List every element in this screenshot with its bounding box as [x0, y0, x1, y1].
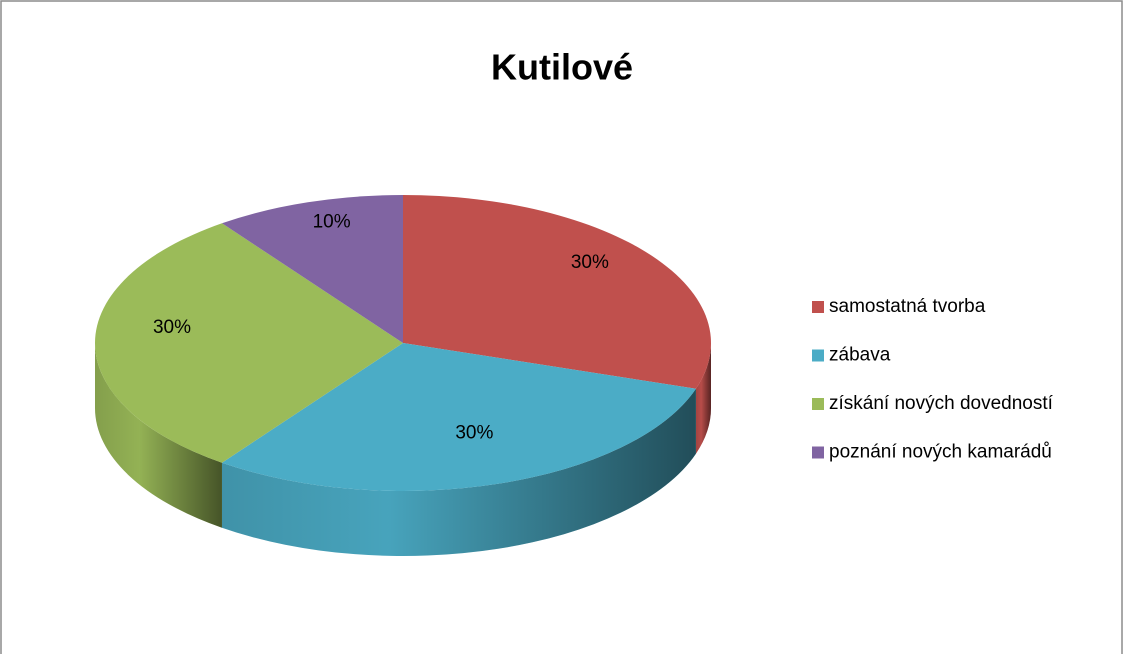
pie-slice: [403, 195, 712, 389]
pie-side-shade: [95, 343, 222, 528]
legend-swatch: [812, 349, 824, 362]
pie-side-shade: [695, 343, 711, 454]
chart-title: Kutilové: [491, 47, 633, 88]
pie-slice: [94, 223, 403, 463]
legend-label: poznání nových kamarádů: [829, 442, 1052, 463]
data-label: 30%: [153, 317, 191, 338]
legend-label: samostatná tvorba: [829, 296, 986, 317]
data-label: 10%: [313, 211, 351, 232]
legend-label: zábava: [829, 345, 891, 366]
legend-swatch: [812, 398, 824, 410]
data-label: 30%: [455, 423, 493, 444]
legend-swatch: [812, 301, 824, 313]
data-label: 30%: [571, 252, 609, 273]
legend-label: získání nových dovedností: [829, 393, 1054, 414]
pie-side-shade: [221, 388, 696, 556]
pie-slice: [221, 195, 403, 343]
pie-slice: [221, 343, 696, 492]
legend-swatch: [812, 446, 824, 459]
